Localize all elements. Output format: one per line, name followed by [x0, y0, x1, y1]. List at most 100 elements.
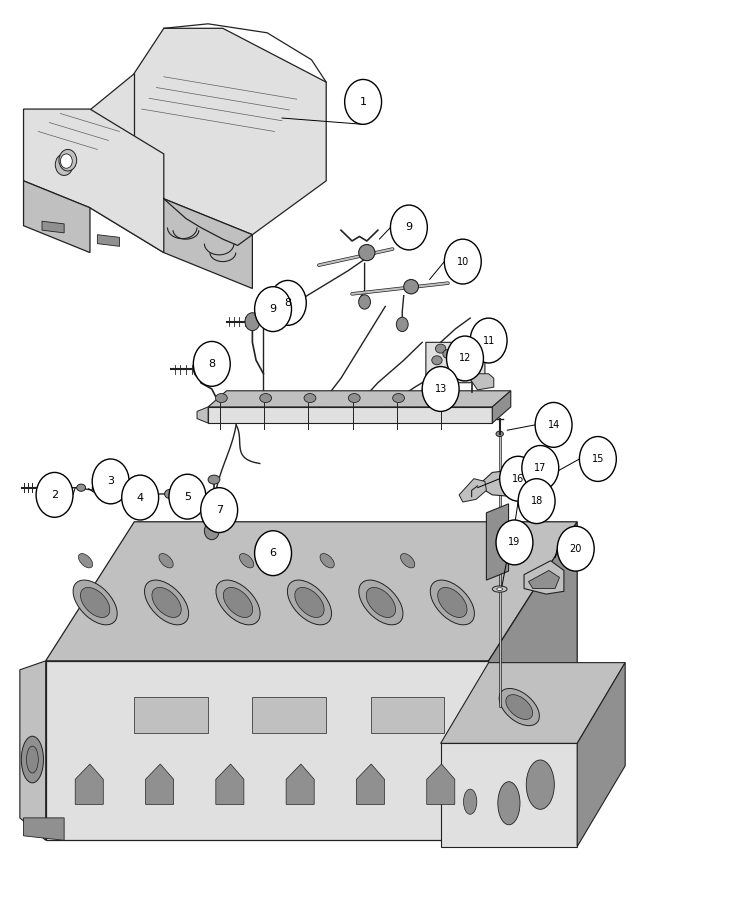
Ellipse shape	[359, 580, 403, 625]
Circle shape	[255, 287, 291, 331]
Polygon shape	[42, 221, 64, 233]
Text: 4: 4	[136, 492, 144, 502]
Ellipse shape	[404, 280, 419, 294]
Polygon shape	[467, 374, 494, 390]
Circle shape	[496, 520, 533, 565]
Ellipse shape	[359, 245, 375, 261]
Circle shape	[579, 436, 617, 482]
Ellipse shape	[260, 393, 272, 402]
Ellipse shape	[81, 588, 110, 617]
Polygon shape	[24, 818, 64, 841]
Polygon shape	[20, 661, 46, 841]
Text: 9: 9	[270, 304, 276, 314]
Ellipse shape	[21, 736, 44, 783]
Ellipse shape	[239, 554, 253, 568]
Polygon shape	[486, 504, 508, 580]
Text: 6: 6	[270, 548, 276, 558]
Polygon shape	[90, 73, 134, 154]
Polygon shape	[134, 28, 326, 235]
Polygon shape	[492, 391, 511, 423]
Ellipse shape	[437, 393, 449, 402]
Circle shape	[92, 459, 129, 504]
Ellipse shape	[348, 393, 360, 402]
Ellipse shape	[304, 393, 316, 402]
Polygon shape	[370, 697, 445, 733]
Text: 15: 15	[591, 454, 604, 464]
Polygon shape	[134, 697, 208, 733]
Circle shape	[169, 474, 206, 519]
Ellipse shape	[27, 746, 39, 773]
Polygon shape	[90, 154, 253, 289]
Ellipse shape	[320, 554, 334, 568]
Circle shape	[255, 531, 291, 576]
Circle shape	[122, 475, 159, 520]
Circle shape	[470, 318, 507, 363]
Ellipse shape	[526, 760, 554, 809]
Polygon shape	[24, 181, 90, 253]
Circle shape	[61, 154, 73, 168]
Polygon shape	[524, 561, 564, 594]
Ellipse shape	[436, 344, 446, 353]
Polygon shape	[97, 235, 119, 247]
Polygon shape	[197, 407, 208, 423]
Circle shape	[36, 472, 73, 518]
Polygon shape	[577, 662, 625, 847]
Ellipse shape	[464, 789, 476, 814]
Ellipse shape	[223, 588, 253, 617]
Text: 3: 3	[107, 476, 114, 486]
Circle shape	[193, 360, 208, 378]
Ellipse shape	[144, 580, 189, 625]
Ellipse shape	[73, 580, 117, 625]
Polygon shape	[208, 391, 511, 407]
Polygon shape	[488, 522, 577, 841]
Circle shape	[359, 295, 370, 309]
Ellipse shape	[76, 484, 85, 491]
Polygon shape	[459, 479, 486, 502]
Polygon shape	[427, 764, 455, 805]
Circle shape	[557, 526, 594, 572]
Polygon shape	[24, 109, 164, 253]
Ellipse shape	[502, 526, 514, 549]
Text: 1: 1	[359, 97, 367, 107]
Polygon shape	[528, 571, 559, 589]
Circle shape	[499, 456, 536, 501]
Polygon shape	[46, 522, 577, 661]
Text: 8: 8	[208, 359, 216, 369]
Circle shape	[345, 79, 382, 124]
Polygon shape	[145, 764, 173, 805]
Polygon shape	[441, 743, 577, 847]
Ellipse shape	[92, 484, 99, 491]
Circle shape	[201, 488, 238, 533]
Ellipse shape	[438, 588, 467, 617]
Text: 17: 17	[534, 463, 546, 473]
Text: 7: 7	[216, 505, 223, 515]
Circle shape	[270, 281, 306, 325]
Text: 9: 9	[405, 222, 413, 232]
Text: 5: 5	[184, 491, 191, 501]
Text: 13: 13	[434, 384, 447, 394]
Circle shape	[522, 446, 559, 491]
Ellipse shape	[496, 588, 502, 590]
Circle shape	[396, 317, 408, 331]
Text: 12: 12	[459, 354, 471, 364]
Ellipse shape	[208, 475, 220, 484]
Text: 18: 18	[531, 496, 542, 506]
Polygon shape	[513, 475, 542, 491]
Ellipse shape	[492, 586, 507, 592]
Ellipse shape	[159, 554, 173, 568]
Ellipse shape	[216, 393, 227, 402]
Ellipse shape	[124, 488, 133, 495]
Text: 10: 10	[456, 256, 469, 266]
Circle shape	[535, 402, 572, 447]
Polygon shape	[208, 407, 492, 423]
Circle shape	[518, 479, 555, 524]
Ellipse shape	[79, 554, 93, 568]
Polygon shape	[356, 764, 385, 805]
Circle shape	[59, 149, 76, 171]
Polygon shape	[441, 662, 625, 743]
Ellipse shape	[401, 554, 415, 568]
Text: 19: 19	[508, 537, 521, 547]
Ellipse shape	[431, 580, 474, 625]
Ellipse shape	[506, 695, 533, 719]
Ellipse shape	[443, 349, 453, 358]
